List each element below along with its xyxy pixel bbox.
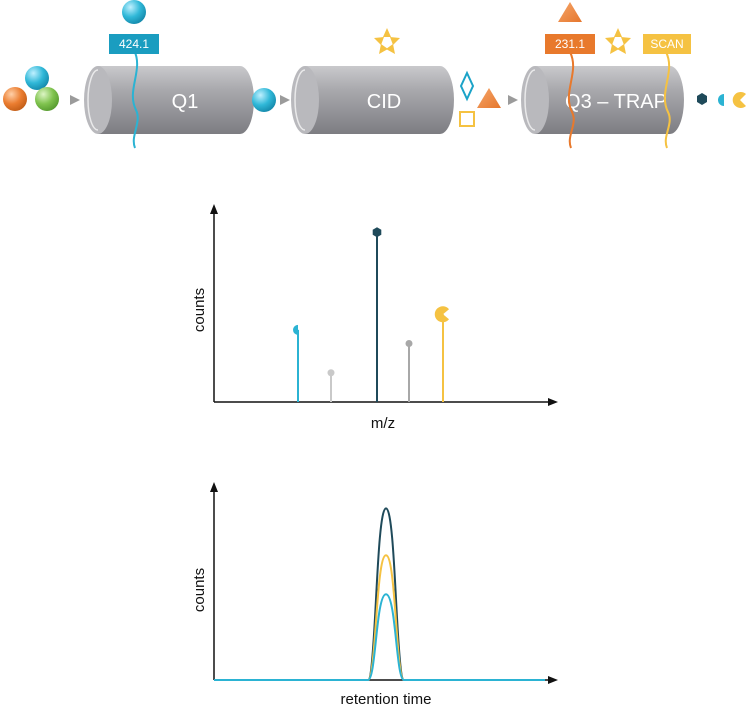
tag-scan-text: SCAN: [650, 37, 683, 51]
q1-filter-line: [131, 49, 139, 149]
fragment-triangle-icon: [477, 88, 501, 108]
fragment-square-icon: [459, 111, 475, 127]
chromatogram-chart: counts retention time: [191, 482, 558, 708]
stage-label-q1: Q1: [172, 91, 199, 113]
mz-xlabel: m/z: [371, 415, 395, 432]
arrow-icon: [508, 95, 518, 105]
tag-424-text: 424.1: [119, 37, 149, 51]
ion-cyan-input: [25, 66, 49, 90]
mz-sticks: [293, 227, 449, 402]
mz-stick-marker: [405, 340, 413, 347]
q3-trap-cylinder: Q3 – TRAP: [521, 66, 684, 134]
fragment-star-icon: [374, 28, 400, 54]
stage-label-q3-trap: Q3 – TRAP: [565, 91, 667, 113]
q1-cylinder: Q1: [84, 66, 254, 134]
flow-diagram: Q1 424.1 CID: [3, 0, 746, 149]
product-halfcircle-icon: [718, 94, 724, 106]
rt-xlabel: retention time: [341, 691, 432, 708]
scan-star-icon: [605, 28, 631, 54]
precursor-triangle-icon: [558, 2, 582, 22]
arrow-icon: [280, 95, 290, 105]
ion-cyan-selected-top: [122, 0, 146, 24]
mz-spectrum-chart: counts m/z: [191, 204, 558, 432]
rt-peak-line: [214, 507, 545, 681]
mz-stick-marker: [327, 369, 335, 377]
product-hexagon-icon: [697, 93, 707, 105]
tag-231: [545, 34, 595, 54]
cid-cylinder: CID: [291, 66, 454, 134]
q3-fixed-line: [567, 51, 575, 149]
mz-y-arrow-icon: [210, 204, 218, 214]
mz-ylabel: counts: [191, 288, 208, 332]
rt-y-arrow-icon: [210, 482, 218, 492]
ion-orange-input: [3, 87, 27, 111]
mz-stick-marker: [293, 324, 298, 335]
rt-x-arrow-icon: [548, 676, 558, 684]
mz-stick-marker: [372, 227, 382, 238]
tag-231-text: 231.1: [555, 37, 585, 51]
tag-424: [109, 34, 159, 54]
tag-scan: [643, 34, 691, 54]
ion-green-input: [35, 87, 59, 111]
mz-stick-marker: [434, 306, 449, 323]
rt-peak-line: [214, 593, 545, 681]
ion-cyan-passed: [252, 88, 276, 112]
rt-ylabel: counts: [191, 568, 208, 612]
fragment-diamond-icon: [459, 70, 475, 102]
rt-peaks: [214, 507, 545, 681]
stage-label-cid: CID: [367, 91, 401, 113]
q3-scan-line: [663, 51, 671, 149]
product-pacman-icon: [732, 92, 746, 108]
arrow-icon: [70, 95, 80, 105]
mz-x-arrow-icon: [548, 398, 558, 406]
